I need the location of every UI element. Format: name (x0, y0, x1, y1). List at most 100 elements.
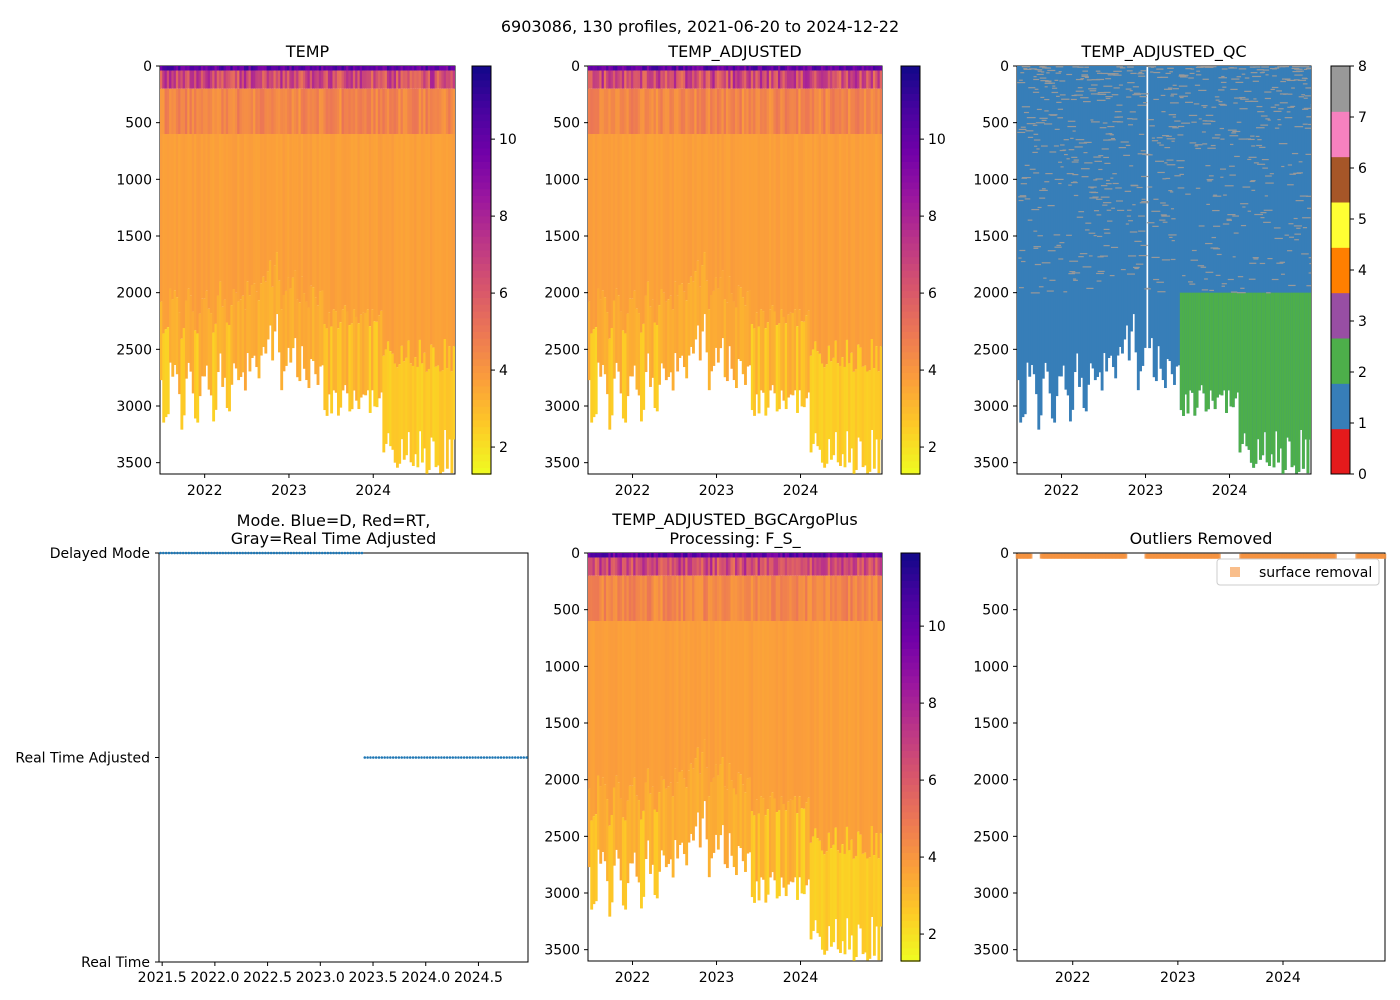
outlier-marker (1216, 553, 1221, 559)
qc-speckle (1282, 66, 1290, 68)
temp_adj-colorbar-segment (901, 134, 920, 142)
bgc-cell (854, 621, 858, 856)
temp-cell (302, 70, 306, 89)
qc-speckle (1125, 223, 1129, 225)
bgc-cell (746, 553, 750, 558)
qc-cell (1184, 292, 1188, 395)
temp-cell (237, 66, 241, 71)
temp_adj-cell (854, 70, 858, 89)
bgc-cell (651, 553, 655, 558)
qc-speckle (1077, 66, 1084, 68)
temp_adj-cell (836, 66, 840, 71)
temp-cell (402, 88, 406, 134)
temp-colorbar-label: 2 (499, 440, 508, 456)
bgc-cell (712, 621, 716, 778)
qc-speckle (1185, 68, 1193, 70)
bgc-cell (816, 557, 820, 576)
bgc-cell (642, 621, 646, 811)
temp-cell (241, 295, 245, 373)
temp-cell (414, 66, 418, 71)
temp_adj-colorbar-segment (901, 290, 920, 298)
bgc-cell (757, 557, 761, 576)
temp-cell (439, 134, 442, 372)
temp-colorbar-frame (471, 65, 492, 475)
qc-speckle (1136, 186, 1143, 189)
bgc-cell (628, 785, 632, 864)
qc-ytick-label: 2500 (973, 342, 1009, 358)
qc-speckle (1160, 94, 1166, 97)
qc-speckle (1247, 158, 1252, 161)
qc-speckle (1221, 283, 1227, 285)
temp-cell (332, 134, 336, 310)
temp_adj-cell (615, 88, 618, 134)
qc-cell (1150, 66, 1154, 339)
bgc-cell (818, 840, 822, 937)
qc-speckle (1280, 273, 1285, 275)
temp_adj-cell (848, 134, 851, 364)
temp_adj-cell (780, 309, 784, 391)
bgc-cell (694, 621, 698, 759)
bgc-colorbar-label: 10 (928, 619, 946, 635)
temp_adj-cell (723, 134, 727, 300)
qc-cell (1195, 66, 1199, 408)
temp-colorbar-segment (472, 440, 491, 448)
bgc-cell (671, 553, 675, 558)
temp-cell (300, 276, 304, 347)
temp_adj-cell (671, 309, 675, 391)
temp-cell (243, 88, 247, 134)
bgc-cell (635, 621, 639, 796)
temp_adj-cell (825, 364, 829, 464)
bgc-cell (728, 575, 732, 621)
qc-speckle (1140, 244, 1148, 247)
qc-speckle (1102, 122, 1108, 124)
temp-cell (207, 66, 211, 71)
qc-speckle (1257, 139, 1262, 141)
temp-cell (178, 66, 182, 71)
temp_adj-cell (750, 324, 754, 411)
bgc-cell (861, 621, 865, 854)
mode-point (357, 551, 361, 555)
bgc-cell (827, 553, 831, 558)
bgc-cell (676, 575, 680, 621)
temp-cell (380, 88, 383, 134)
qc-speckle (1279, 102, 1288, 104)
bgc-colorbar-segment (901, 682, 920, 690)
temp_adj-cell (662, 66, 666, 71)
bgc-cell (872, 621, 876, 856)
temp_adj-cell (610, 66, 614, 71)
qc-speckle (1189, 142, 1197, 144)
bgc-cell (633, 553, 637, 558)
bgc-cell (696, 747, 700, 813)
qc-cell (1213, 292, 1217, 410)
temp_adj-cell (610, 70, 614, 89)
temp_adj-cell (667, 88, 671, 134)
temp-cell (407, 70, 411, 89)
qc-colorbar-label: 5 (1358, 212, 1367, 228)
qc-speckle (1033, 139, 1041, 141)
temp_adj-cell (829, 361, 833, 460)
temp_adj-cell (791, 88, 795, 134)
temp_adj-cell (809, 88, 813, 134)
qc-speckle (1164, 146, 1171, 149)
qc-speckle (1155, 160, 1164, 162)
qc-speckle (1303, 107, 1311, 109)
temp-cell (425, 88, 429, 134)
temp-cell (382, 355, 386, 453)
qc-ytick-label: 1500 (973, 229, 1009, 245)
qc-speckle (1157, 142, 1161, 144)
temp_adj-cell (599, 70, 603, 89)
temp-cell (411, 365, 415, 466)
temp_adj-cell (658, 305, 661, 385)
qc-speckle (1073, 279, 1078, 281)
temp-cell (200, 298, 204, 377)
qc-speckle (1256, 144, 1263, 147)
temp-cell (189, 295, 193, 372)
qc-cell (1184, 66, 1188, 395)
qc-speckle (1021, 106, 1031, 108)
qc-speckle (1247, 138, 1255, 141)
bgc-cell (621, 621, 625, 818)
temp-cell (284, 88, 288, 134)
temp-cell (239, 88, 243, 134)
bgc-cell (782, 803, 786, 888)
outliers-title: Outliers Removed (1130, 529, 1273, 548)
